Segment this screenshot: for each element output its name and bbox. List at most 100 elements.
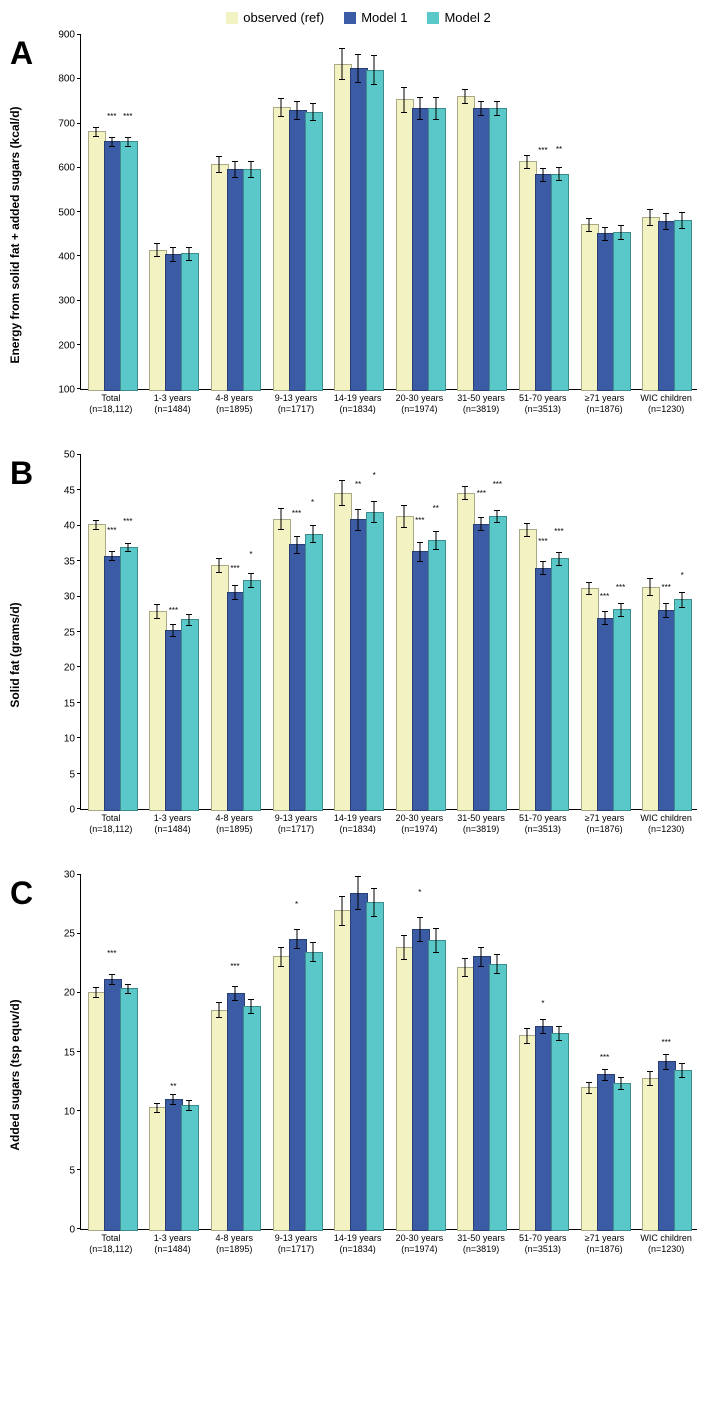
y-tick: 15 xyxy=(40,698,75,709)
bar xyxy=(412,108,428,389)
y-axis-label: Solid fat (grams/d) xyxy=(8,602,22,707)
bar-group xyxy=(327,35,389,389)
x-category-n: (n=3819) xyxy=(450,404,512,415)
y-tick: 25 xyxy=(40,627,75,638)
bar xyxy=(149,1107,165,1229)
y-tick: 300 xyxy=(40,296,75,307)
bar: * xyxy=(674,599,690,809)
bar xyxy=(305,952,321,1229)
bar: * xyxy=(305,534,321,809)
x-category: 20-30 years(n=1974) xyxy=(389,390,451,435)
x-category-n: (n=1484) xyxy=(142,404,204,415)
bar: *** xyxy=(597,1074,613,1229)
x-category: 14-19 years(n=1834) xyxy=(327,810,389,855)
x-category-n: (n=1974) xyxy=(389,824,451,835)
bar xyxy=(211,164,227,389)
significance-marker: * xyxy=(681,571,684,580)
bar: * xyxy=(366,512,382,809)
y-tick: 400 xyxy=(40,251,75,262)
x-category-n: (n=1834) xyxy=(327,404,389,415)
bar: ** xyxy=(428,540,444,809)
bar xyxy=(227,169,243,389)
bar: *** xyxy=(412,551,428,809)
significance-marker: *** xyxy=(616,583,625,592)
x-category-label: 51-70 years xyxy=(512,393,574,404)
bar xyxy=(334,910,350,1229)
x-category-n: (n=1895) xyxy=(203,824,265,835)
x-category: WIC children(n=1230) xyxy=(635,390,697,435)
bar xyxy=(273,107,289,389)
bar xyxy=(642,587,658,809)
x-category-n: (n=1230) xyxy=(635,824,697,835)
bar: * xyxy=(243,580,259,809)
significance-marker: *** xyxy=(493,480,502,489)
y-tick: 10 xyxy=(40,1106,75,1117)
bar-group: *** xyxy=(327,455,389,809)
bar xyxy=(613,1083,629,1229)
x-category-label: 31-50 years xyxy=(450,1233,512,1244)
legend-label: Model 1 xyxy=(361,10,407,25)
x-category-label: 14-19 years xyxy=(327,393,389,404)
y-tick: 45 xyxy=(40,485,75,496)
significance-marker: * xyxy=(295,900,298,909)
y-tick: 20 xyxy=(40,988,75,999)
bar: * xyxy=(535,1026,551,1229)
significance-marker: * xyxy=(418,888,421,897)
chart-panel: CAdded sugars (tsp equv/d)051015202530**… xyxy=(10,875,707,1275)
x-category-n: (n=1717) xyxy=(265,824,327,835)
bar-group: *** *** xyxy=(512,455,574,809)
x-category-label: 20-30 years xyxy=(389,1233,451,1244)
bar: *** xyxy=(551,558,567,809)
panel-label: C xyxy=(10,875,33,912)
bar-group: * xyxy=(512,875,574,1229)
x-category-label: Total xyxy=(80,1233,142,1244)
x-category-n: (n=3513) xyxy=(512,404,574,415)
x-category-label: Total xyxy=(80,393,142,404)
bar xyxy=(149,611,165,809)
x-category: 51-70 years(n=3513) xyxy=(512,810,574,855)
x-category-label: 14-19 years xyxy=(327,1233,389,1244)
x-category-n: (n=3819) xyxy=(450,824,512,835)
x-category-n: (n=1230) xyxy=(635,404,697,415)
bar-group: * xyxy=(266,875,328,1229)
bar xyxy=(289,110,305,389)
y-axis-label: Energy from solid fat + added sugars (kc… xyxy=(8,106,22,363)
x-category-n: (n=1876) xyxy=(574,1244,636,1255)
x-category-n: (n=1974) xyxy=(389,404,451,415)
significance-marker: * xyxy=(311,498,314,507)
y-tick: 900 xyxy=(40,30,75,41)
bar: *** xyxy=(613,609,629,809)
bar xyxy=(519,1035,535,1229)
bar-group xyxy=(327,875,389,1229)
bar-group: **** xyxy=(204,455,266,809)
plot-area: ***************** xyxy=(80,875,697,1230)
bar xyxy=(674,1070,690,1229)
x-category-n: (n=1717) xyxy=(265,404,327,415)
y-tick: 15 xyxy=(40,1047,75,1058)
bar xyxy=(396,99,412,389)
x-category-n: (n=1974) xyxy=(389,1244,451,1255)
x-category-label: 20-30 years xyxy=(389,813,451,824)
bar xyxy=(457,967,473,1229)
significance-marker: *** xyxy=(600,592,609,601)
y-tick: 100 xyxy=(40,385,75,396)
x-category: 9-13 years(n=1717) xyxy=(265,390,327,435)
legend-swatch xyxy=(344,12,356,24)
bar xyxy=(489,964,505,1230)
bar: *** xyxy=(104,979,120,1229)
y-tick: 800 xyxy=(40,74,75,85)
x-category: Total(n=18,112) xyxy=(80,810,142,855)
significance-marker: *** xyxy=(107,526,116,535)
significance-marker: *** xyxy=(600,1053,609,1062)
bar xyxy=(88,992,104,1229)
significance-marker: *** xyxy=(661,1038,670,1047)
y-tick: 50 xyxy=(40,450,75,461)
bar-group: *** xyxy=(81,875,143,1229)
bar-group: ** xyxy=(143,875,205,1229)
x-category: 4-8 years(n=1895) xyxy=(203,390,265,435)
x-category: 20-30 years(n=1974) xyxy=(389,810,451,855)
bar: *** xyxy=(489,516,505,809)
significance-marker: *** xyxy=(538,537,547,546)
bar xyxy=(334,493,350,809)
bar-group: *** xyxy=(204,875,266,1229)
